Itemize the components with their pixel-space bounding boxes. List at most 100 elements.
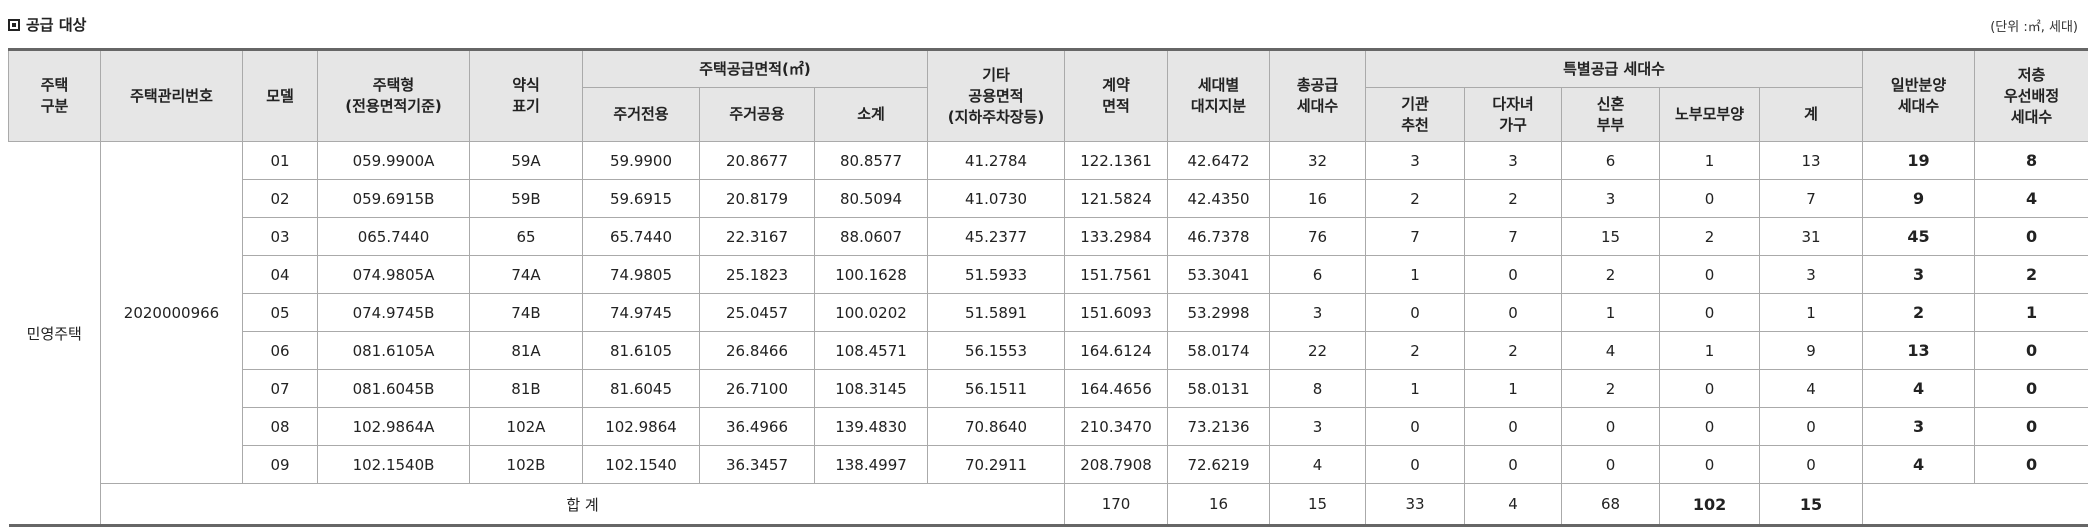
table-cell: 9 <box>1759 331 1864 370</box>
table-cell: 80.5094 <box>813 179 929 218</box>
th-multi: 다자녀 가구 <box>1464 87 1563 142</box>
table-cell: 09 <box>242 445 318 484</box>
table-cell: 2 <box>1365 331 1466 370</box>
table-cell: 0 <box>1659 369 1761 408</box>
total-cell: 102 <box>1659 483 1761 526</box>
table-cell: 81.6105 <box>582 331 700 370</box>
table-cell: 102.1540 <box>582 445 700 484</box>
table-cell: 65.7440 <box>582 217 700 256</box>
table-cell: 210.3470 <box>1064 407 1169 446</box>
table-cell: 1 <box>1974 293 2088 332</box>
table-cell: 122.1361 <box>1064 141 1169 180</box>
table-cell: 46.7378 <box>1167 217 1271 256</box>
table-cell: 08 <box>242 407 318 446</box>
table-cell: 20.8677 <box>699 141 815 180</box>
table-cell: 0 <box>1464 407 1563 446</box>
table-cell: 56.1511 <box>927 369 1066 408</box>
total-label: 합 계 <box>99 483 1066 526</box>
table-cell: 03 <box>242 217 318 256</box>
table-cell: 0 <box>1659 445 1761 484</box>
table-cell: 164.6124 <box>1064 331 1169 370</box>
th-elderly: 노부모부양 <box>1659 87 1761 142</box>
table-cell: 74A <box>469 255 583 294</box>
table-cell: 4 <box>1561 331 1661 370</box>
table-cell: 059.6915B <box>317 179 470 218</box>
table-cell: 3 <box>1365 141 1466 180</box>
table-cell: 164.4656 <box>1064 369 1169 408</box>
th-special: 특별공급 세대수 <box>1365 49 1864 88</box>
table-cell: 0 <box>1561 407 1661 446</box>
table-cell: 138.4997 <box>813 445 929 484</box>
table-cell: 8 <box>1269 369 1367 408</box>
table-cell: 13 <box>1862 331 1976 370</box>
th-common: 주거공용 <box>699 87 815 142</box>
th-supply-area: 주택공급면적(㎡) <box>581 49 929 88</box>
table-cell: 102B <box>469 445 583 484</box>
table-cell: 065.7440 <box>317 217 470 256</box>
table-cell: 56.1553 <box>927 331 1066 370</box>
table-cell: 2 <box>1464 179 1563 218</box>
table-cell: 3 <box>1759 255 1864 294</box>
table-cell: 16 <box>1269 179 1367 218</box>
total-cell: 15 <box>1269 483 1367 526</box>
table-cell: 58.0131 <box>1167 369 1271 408</box>
table-cell: 1 <box>1659 141 1761 180</box>
table-cell: 2 <box>1974 255 2088 294</box>
table-cell: 2 <box>1464 331 1563 370</box>
table-cell: 108.3145 <box>813 369 929 408</box>
table-cell: 0 <box>1659 179 1761 218</box>
table-cell: 074.9745B <box>317 293 470 332</box>
table-cell: 81.6045 <box>582 369 700 408</box>
table-cell: 20.8179 <box>699 179 815 218</box>
table-row: 02 059.6915B 59B 59.6915 20.8179 80.5094 41.07… <box>9 179 2088 218</box>
total-cell: 68 <box>1561 483 1661 526</box>
table-cell: 8 <box>1974 141 2088 180</box>
table-cell: 59A <box>469 141 583 180</box>
table-cell: 4 <box>1862 369 1976 408</box>
table-cell: 25.0457 <box>699 293 815 332</box>
table-cell: 102.9864A <box>317 407 470 446</box>
total-cell: 33 <box>1365 483 1466 526</box>
th-low-floor: 저층 우선배정 세대수 <box>1974 49 2088 142</box>
total-cell: 170 <box>1064 483 1169 526</box>
table-cell: 0 <box>1974 331 2088 370</box>
table-cell: 0 <box>1365 407 1466 446</box>
th-inst: 기관 추천 <box>1365 87 1466 142</box>
table-row: 07 081.6045B 81B 81.6045 26.7100 108.3145 56.1… <box>9 369 2088 408</box>
table-row: 06 081.6105A 81A 81.6105 26.8466 108.4571 56.1… <box>9 331 2088 370</box>
table-cell: 3 <box>1561 179 1661 218</box>
th-other-common: 기타 공용면적 (지하주차장등) <box>927 49 1066 142</box>
table-cell: 7 <box>1464 217 1563 256</box>
table-cell: 05 <box>242 293 318 332</box>
table-cell: 26.7100 <box>699 369 815 408</box>
table-cell: 80.8577 <box>813 141 929 180</box>
table-cell: 100.1628 <box>813 255 929 294</box>
table-cell: 06 <box>242 331 318 370</box>
table-cell: 100.0202 <box>813 293 929 332</box>
table-cell: 0 <box>1759 407 1864 446</box>
th-contract-area: 계약 면적 <box>1064 49 1169 142</box>
table-cell: 0 <box>1659 293 1761 332</box>
table-cell: 15 <box>1561 217 1661 256</box>
table-cell: 074.9805A <box>317 255 470 294</box>
table-row: 03 065.7440 65 65.7440 22.3167 88.0607 45.2377… <box>9 217 2088 256</box>
table-cell: 0 <box>1974 369 2088 408</box>
table-cell: 59B <box>469 179 583 218</box>
table-cell: 45.2377 <box>927 217 1066 256</box>
table-cell: 4 <box>1269 445 1367 484</box>
th-abbr: 약식 표기 <box>469 49 583 142</box>
total-row: 합 계 170 16 15 33 4 68 102 15 <box>9 483 2088 526</box>
table-cell: 9 <box>1862 179 1976 218</box>
table-cell: 0 <box>1974 407 2088 446</box>
table-row: 05 074.9745B 74B 74.9745 25.0457 100.0202 51.5… <box>9 293 2088 332</box>
table-row: 민영주택 2020000966 01 059.9900A 59A 59.9900 20.… <box>8 141 2088 526</box>
section-title: 공급 대상 <box>8 14 86 35</box>
th-general: 일반분양 세대수 <box>1862 49 1976 142</box>
th-newlywed: 신혼 부부 <box>1561 87 1661 142</box>
table-body: 민영주택 2020000966 01 059.9900A 59A 59.9900 20.… <box>8 141 2088 526</box>
unit-note: (단위 :㎡, 세대) <box>1990 20 2078 35</box>
table-cell: 51.5933 <box>927 255 1066 294</box>
table-cell: 108.4571 <box>813 331 929 370</box>
table-cell: 70.2911 <box>927 445 1066 484</box>
table-cell: 102A <box>469 407 583 446</box>
